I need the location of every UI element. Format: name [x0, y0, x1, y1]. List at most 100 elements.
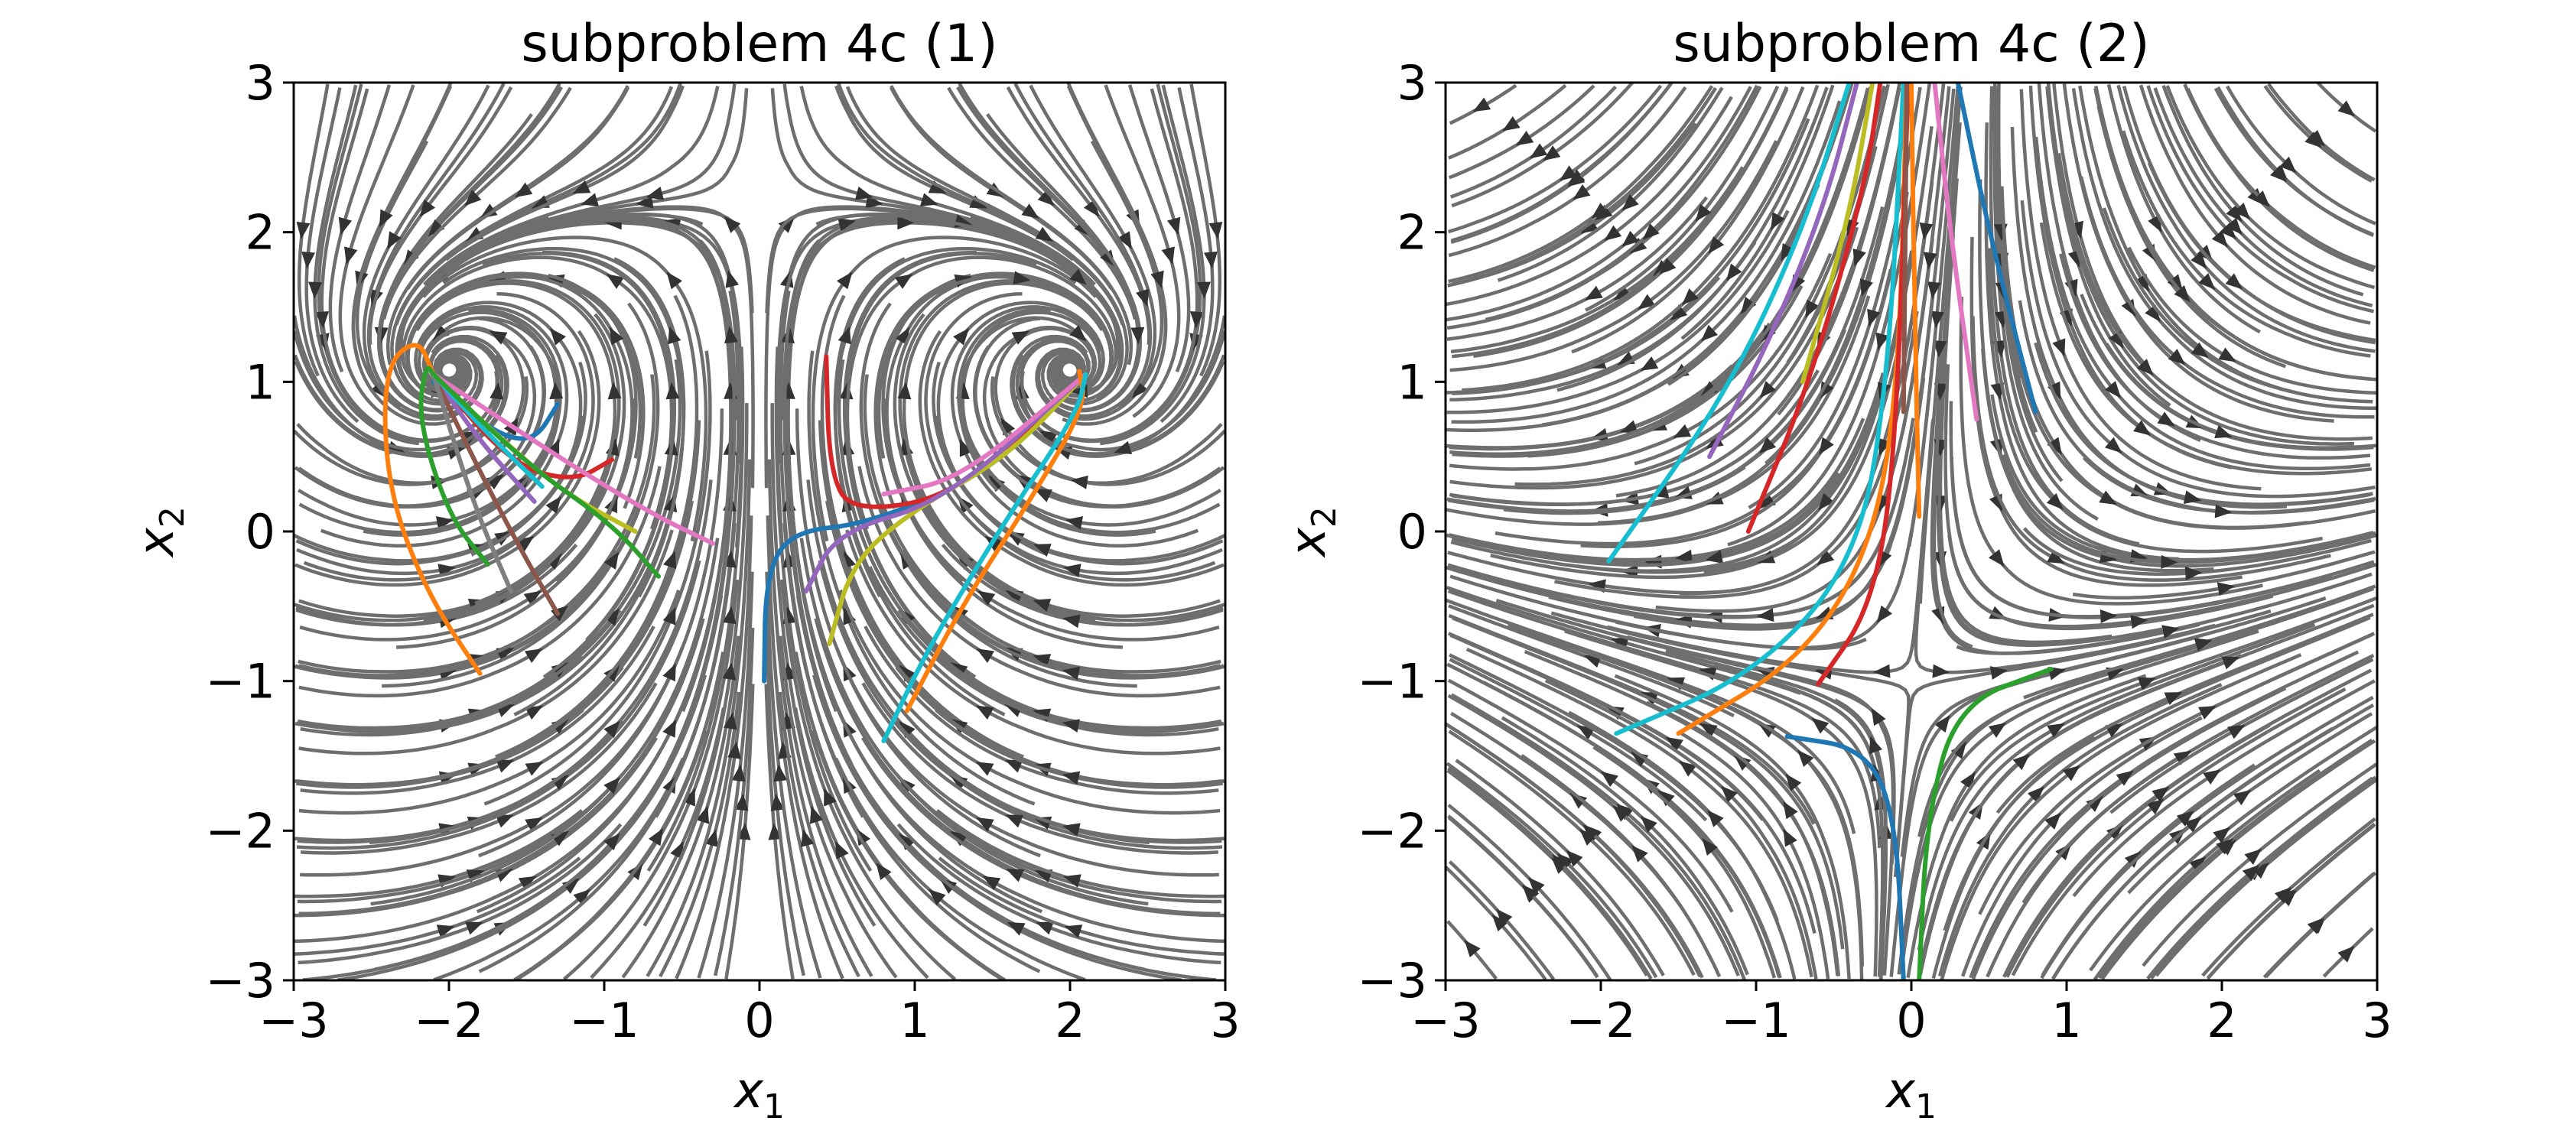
stream-arrow [489, 330, 508, 345]
stream-arrow [2211, 229, 2228, 248]
stream-arrow [1695, 203, 1712, 222]
stream-arrow [1818, 492, 1835, 511]
stream-arrow [865, 194, 883, 209]
stream-arrow [2137, 677, 2156, 690]
stream-arrow [1033, 599, 1052, 612]
trajectory-11 [431, 372, 661, 579]
stream-arrow [1529, 143, 1548, 159]
stream-arrow [2133, 420, 2152, 436]
streamline [298, 823, 623, 965]
stream-arrow [773, 764, 788, 782]
streamline [1448, 418, 1865, 562]
stream-arrow [2218, 347, 2236, 362]
stream-arrow [1011, 330, 1030, 345]
stream-arrow [1021, 203, 1039, 219]
stream-arrow [1640, 356, 1659, 371]
stream-arrow [663, 551, 677, 570]
x-tick-label: 0 [744, 993, 774, 1048]
stream-arrow [665, 382, 680, 400]
stream-arrow [800, 829, 815, 847]
stream-arrow [2164, 692, 2183, 706]
stream-arrow [1705, 550, 1724, 564]
stream-arrow [2146, 798, 2165, 815]
stream-arrow [515, 182, 533, 198]
stream-arrow [899, 664, 916, 682]
stream-arrow [1582, 824, 1600, 841]
stream-arrow [2203, 769, 2221, 785]
stream-arrow [480, 203, 498, 219]
stream-arrow [1923, 252, 1937, 270]
stream-arrow [436, 924, 455, 938]
trajectory-10 [1909, 83, 1922, 519]
stream-arrow [2152, 786, 2170, 802]
stream-arrow [838, 326, 851, 345]
stream-arrow [2105, 381, 2122, 398]
stream-arrow [976, 648, 995, 664]
stream-arrow [1527, 877, 1545, 895]
stream-arrow [1657, 790, 1675, 807]
stream-arrow [1065, 515, 1084, 530]
stream-arrow [899, 833, 916, 851]
x-tick-label: −2 [1566, 993, 1635, 1048]
stream-arrow [2252, 862, 2269, 879]
stream-arrow [835, 840, 849, 859]
stream-arrow [1063, 564, 1081, 577]
stream-arrow [976, 817, 994, 832]
stream-arrow [1919, 222, 1934, 240]
stream-arrow [1989, 666, 2008, 680]
stream-arrow [1033, 654, 1052, 668]
stream-arrow [2217, 582, 2235, 596]
stream-arrow [387, 231, 402, 249]
streamline [933, 415, 1225, 563]
y-axis-label-1: x2 [128, 506, 192, 558]
stream-arrow [1673, 424, 1692, 438]
trajectory-5 [431, 372, 537, 504]
stream-arrow [1819, 437, 1834, 455]
stream-arrow [1621, 194, 1639, 211]
y-tick-label: −2 [1358, 803, 1427, 859]
stream-arrow [1130, 327, 1145, 345]
stream-arrow [695, 805, 710, 824]
stream-arrow [2052, 338, 2066, 357]
stream-arrow [1189, 311, 1204, 329]
stream-arrow [1136, 288, 1150, 307]
stream-arrow [1062, 719, 1080, 733]
stream-arrow [308, 281, 323, 299]
stream-arrow [1585, 285, 1603, 301]
stream-arrow [1659, 258, 1677, 275]
stream-arrow [523, 590, 542, 606]
stream-arrow [988, 475, 1006, 492]
stream-arrow [296, 221, 311, 239]
stream-arrow [1644, 554, 1662, 569]
x-tick-label: 2 [1055, 993, 1085, 1048]
stream-arrow [490, 382, 504, 400]
stream-arrow [2047, 723, 2065, 738]
stream-arrow [1708, 236, 1725, 254]
stream-arrow [2233, 790, 2252, 806]
stream-arrow [2104, 437, 2122, 453]
y-tick-label: −3 [206, 953, 275, 1009]
stream-arrow [2337, 100, 2356, 117]
stream-arrow [1491, 914, 1508, 932]
stream-arrow [2242, 864, 2260, 882]
stream-arrow [1811, 717, 1830, 734]
stream-arrow [525, 705, 544, 720]
stream-arrow [1638, 294, 1656, 310]
stream-arrow [464, 190, 482, 206]
x-axis-label-1: x1 [733, 1063, 785, 1121]
stream-arrow [2106, 824, 2124, 841]
stream-arrow [2220, 222, 2236, 240]
stream-arrow [1039, 430, 1058, 445]
stream-arrow [2044, 812, 2061, 830]
stream-arrow [1950, 741, 1967, 759]
stream-arrow [2189, 856, 2207, 873]
x-tick-label: −1 [569, 993, 639, 1048]
chart-title-2: subproblem 4c (2) [1673, 14, 2149, 74]
stream-arrow [1817, 549, 1835, 566]
stream-arrow [1037, 190, 1055, 206]
y-axis-label-2: x2 [1280, 506, 1344, 558]
stream-arrow [1552, 854, 1569, 872]
stream-arrow [2252, 190, 2270, 207]
stream-arrow [607, 382, 622, 400]
stream-arrow [1062, 823, 1081, 837]
